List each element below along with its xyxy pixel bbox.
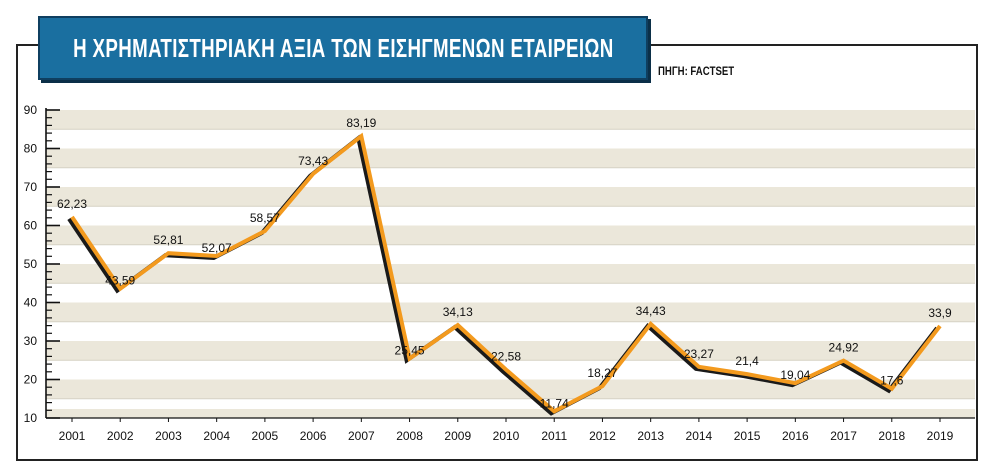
data-label: 24,92 bbox=[829, 341, 859, 355]
x-tick-label: 2008 bbox=[396, 429, 423, 443]
x-tick-label: 2005 bbox=[252, 429, 279, 443]
y-tick-label: 70 bbox=[24, 180, 38, 194]
data-label: 18,27 bbox=[587, 366, 617, 380]
y-tick-label: 90 bbox=[24, 103, 38, 117]
data-label: 62,23 bbox=[57, 197, 87, 211]
data-label: 34,43 bbox=[636, 304, 666, 318]
data-label: 11,74 bbox=[540, 396, 569, 410]
title-banner: Η ΧΡΗΜΑΤΙΣΤΗΡΙΑΚΗ ΑΞΙΑ ΤΩΝ ΕΙΣΗΓΜΕΝΩΝ ΕΤ… bbox=[38, 16, 648, 80]
grid-band bbox=[46, 379, 975, 399]
grid-band bbox=[46, 225, 975, 245]
x-tick-label: 2018 bbox=[878, 429, 905, 443]
data-label: 21,4 bbox=[735, 354, 759, 368]
data-label: 17,6 bbox=[880, 374, 904, 388]
data-label: 34,13 bbox=[443, 305, 473, 319]
x-tick-label: 2017 bbox=[830, 429, 857, 443]
data-label: 23,27 bbox=[684, 347, 714, 361]
x-tick-label: 2013 bbox=[637, 429, 664, 443]
data-label: 52,07 bbox=[202, 241, 232, 255]
y-tick-label: 60 bbox=[24, 219, 38, 233]
x-tick-label: 2014 bbox=[686, 429, 713, 443]
source-note: ΠΗΓΗ: FACTSET bbox=[658, 64, 735, 78]
data-label: 43,59 bbox=[105, 274, 135, 288]
grid-band bbox=[46, 187, 975, 207]
x-tick-label: 2004 bbox=[203, 429, 230, 443]
y-tick-label: 40 bbox=[24, 296, 38, 310]
data-label: 73,43 bbox=[298, 154, 328, 168]
series-line-shadow bbox=[67, 134, 939, 416]
x-tick-label: 2012 bbox=[589, 429, 616, 443]
data-label: 52,81 bbox=[153, 233, 183, 247]
x-tick-label: 2010 bbox=[493, 429, 520, 443]
series-line bbox=[70, 132, 942, 414]
x-tick-label: 2001 bbox=[59, 429, 86, 443]
y-tick-label: 10 bbox=[24, 411, 38, 425]
y-tick-label: 20 bbox=[24, 373, 38, 387]
data-label: 22,58 bbox=[491, 350, 521, 364]
data-label: 25,45 bbox=[395, 344, 425, 358]
x-tick-label: 2006 bbox=[300, 429, 327, 443]
x-tick-label: 2009 bbox=[444, 429, 471, 443]
x-tick-label: 2016 bbox=[782, 429, 809, 443]
x-tick-label: 2003 bbox=[155, 429, 182, 443]
x-tick-label: 2019 bbox=[927, 429, 954, 443]
grid-band bbox=[46, 302, 975, 322]
x-tick-label: 2007 bbox=[348, 429, 375, 443]
grid-band bbox=[46, 148, 975, 168]
data-label: 58,57 bbox=[250, 211, 280, 225]
grid-band bbox=[46, 341, 975, 361]
y-tick-label: 80 bbox=[24, 142, 38, 156]
x-tick-label: 2015 bbox=[734, 429, 761, 443]
x-tick-label: 2011 bbox=[541, 429, 567, 443]
data-label: 83,19 bbox=[346, 116, 376, 130]
data-label: 19,04 bbox=[780, 368, 810, 382]
grid-band bbox=[46, 110, 975, 130]
data-label: 33,9 bbox=[928, 306, 952, 320]
y-tick-label: 50 bbox=[24, 257, 38, 271]
grid-band bbox=[46, 264, 975, 284]
x-tick-label: 2002 bbox=[107, 429, 134, 443]
chart-title: Η ΧΡΗΜΑΤΙΣΤΗΡΙΑΚΗ ΑΞΙΑ ΤΩΝ ΕΙΣΗΓΜΕΝΩΝ ΕΤ… bbox=[72, 32, 614, 63]
y-tick-label: 30 bbox=[24, 334, 38, 348]
grid-band bbox=[46, 409, 975, 418]
